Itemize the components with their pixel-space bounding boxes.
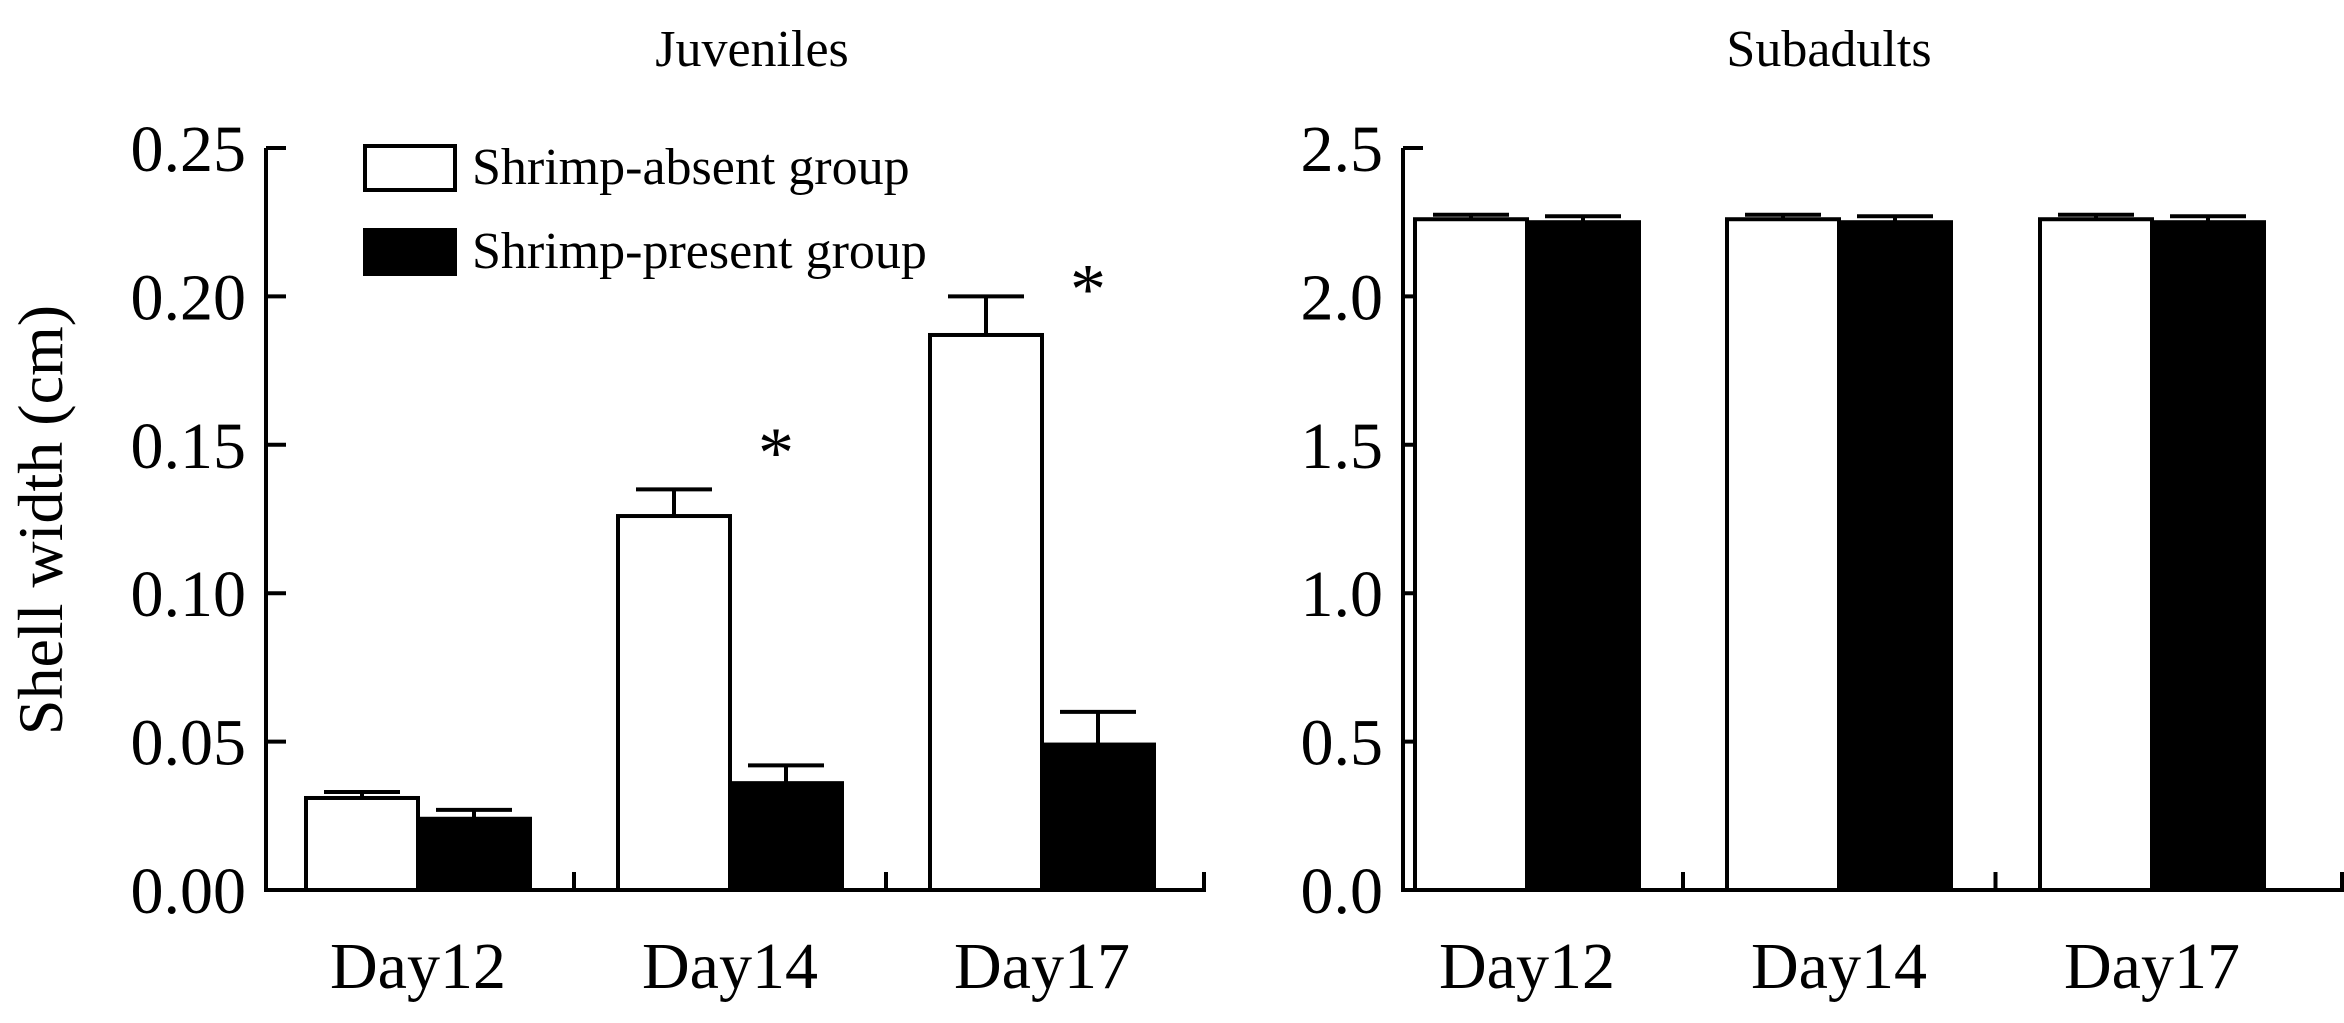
panel-title: Juveniles (655, 21, 849, 78)
y-tick-label: 0.5 (1301, 707, 1384, 780)
bar (1725, 217, 1841, 892)
bar (1413, 217, 1529, 892)
y-tick-label: 0.0 (1301, 855, 1384, 928)
y-tick-label: 0.05 (131, 707, 247, 780)
y-tick-label: 1.5 (1301, 410, 1384, 483)
subadults-panel: Subadults 0.0 0.5 1.0 1.5 2.0 2.5 Day12 Day14 Da… (1301, 21, 2344, 1003)
significance-marker: * (758, 413, 794, 493)
bar (928, 332, 1044, 892)
legend-swatch (363, 228, 457, 276)
x-tick-label: Day12 (330, 930, 506, 1003)
bar (1525, 220, 1641, 892)
panel-title: Subadults (1726, 21, 1931, 78)
significance-marker: * (1070, 250, 1106, 330)
bar (416, 816, 532, 893)
y-tick-label: 0.00 (131, 855, 247, 928)
x-tick-label: Day12 (1439, 930, 1615, 1003)
bar (728, 781, 844, 892)
y-tick-label: 0.15 (131, 410, 247, 483)
bar (1040, 742, 1156, 892)
y-axis-label: Shell width (cm) (5, 305, 76, 735)
y-tick-label: 0.10 (131, 558, 247, 631)
bar (616, 514, 732, 892)
legend: Shrimp-absent group Shrimp-present group (363, 139, 927, 280)
y-tick-label: 1.0 (1301, 558, 1384, 631)
legend-label: Shrimp-absent group (472, 139, 910, 196)
bar (2038, 217, 2154, 892)
y-tick-label: 0.25 (131, 113, 247, 186)
bar (1837, 220, 1953, 892)
legend-label: Shrimp-present group (472, 223, 927, 280)
x-tick-label: Day14 (1751, 930, 1927, 1003)
juveniles-panel: Juveniles Shell width (cm) 0.00 0.05 0.10 0… (5, 21, 1206, 1003)
y-tick-label: 2.0 (1301, 261, 1384, 334)
x-tick-label: Day17 (2064, 930, 2240, 1003)
x-tick-label: Day14 (642, 930, 818, 1003)
bar (2150, 220, 2266, 892)
y-tick-label: 2.5 (1301, 113, 1384, 186)
bar (304, 795, 420, 893)
x-tick-label: Day17 (954, 930, 1130, 1003)
legend-swatch (363, 144, 457, 192)
y-tick-label: 0.20 (131, 261, 247, 334)
